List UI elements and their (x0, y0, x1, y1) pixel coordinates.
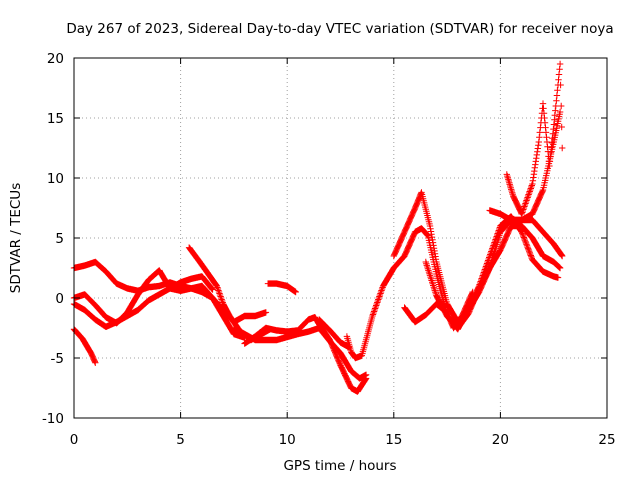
y-axis-label: SDTVAR / TECUs (8, 183, 24, 293)
grid-lines (74, 58, 607, 418)
x-tick-label: 20 (492, 432, 509, 448)
y-tick-label: -10 (42, 411, 64, 427)
x-axis-label: GPS time / hours (283, 458, 396, 474)
series-track-9 (316, 316, 353, 351)
series-track-4 (70, 326, 99, 366)
y-tick-label: 20 (47, 51, 64, 67)
axis-ticks: 0 5 10 15 20 25 -10 -5 0 5 10 15 20 (42, 51, 616, 448)
x-tick-label: 0 (70, 432, 79, 448)
series-track-1 (70, 258, 270, 326)
series-track-14 (486, 108, 564, 224)
x-tick-label: 5 (176, 432, 185, 448)
series-track-10 (343, 222, 564, 362)
y-tick-label: 0 (55, 291, 64, 307)
y-tick-label: 5 (55, 231, 64, 247)
x-tick-label: 15 (385, 432, 402, 448)
data-marks (70, 60, 566, 395)
series-track-15 (503, 60, 566, 218)
x-tick-label: 25 (598, 432, 615, 448)
series-track-8 (264, 280, 299, 296)
y-tick-label: 10 (47, 171, 64, 187)
series-track-7 (241, 314, 370, 395)
chart-title: Day 267 of 2023, Sidereal Day-to-day VTE… (66, 21, 613, 37)
x-tick-label: 10 (279, 432, 296, 448)
y-tick-label: 15 (47, 111, 64, 127)
y-tick-label: -5 (51, 351, 64, 367)
